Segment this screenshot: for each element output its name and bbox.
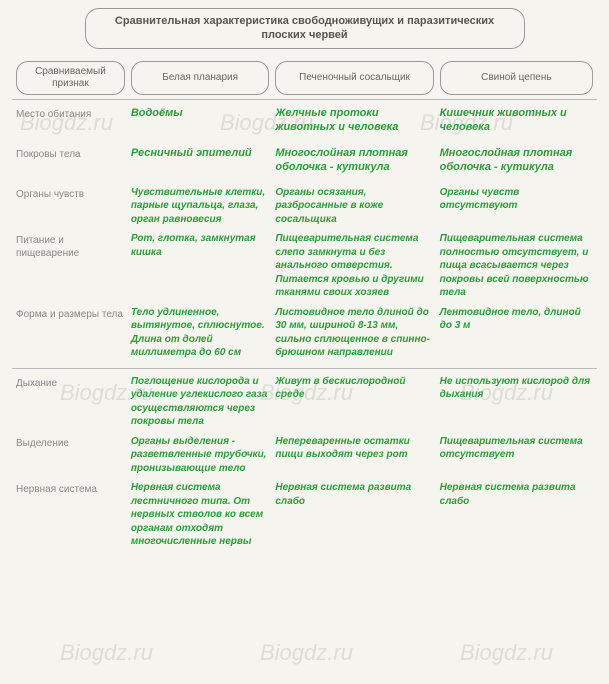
cell-c3: Пищеварительная система полностью отсутс…	[440, 230, 593, 300]
table-row: ДыханиеПоглощение кислорода и удаление у…	[12, 371, 597, 431]
cell-c2: Желчные протоки животных и человека	[275, 104, 433, 140]
cell-c1: Поглощение кислорода и удаление углекисл…	[131, 373, 270, 429]
row-label: Дыхание	[16, 373, 125, 429]
title-box: Сравнительная характеристика свободножив…	[85, 8, 525, 49]
row-label: Выделение	[16, 433, 125, 476]
cell-c2: Живут в бескислородной среде	[275, 373, 433, 429]
section-divider	[12, 368, 597, 369]
cell-c3: Органы чувств отсутствуют	[440, 184, 593, 227]
cell-c3: Кишечник животных и человека	[440, 104, 593, 140]
cell-c1: Водоёмы	[131, 104, 270, 140]
cell-c3: Нервная система развита слабо	[440, 479, 593, 549]
cell-c3: Многослойная плотная оболочка - кутикула	[440, 144, 593, 180]
header-label: Сравниваемый признак	[16, 61, 125, 95]
cell-c2: Многослойная плотная оболочка - кутикула	[275, 144, 433, 180]
table-row: Органы чувствЧувствительные клетки, парн…	[12, 182, 597, 229]
header-row: Сравниваемый признак Белая планария Пече…	[12, 61, 597, 95]
cell-c1: Рот, глотка, замкнутая кишка	[131, 230, 270, 300]
cell-c3: Не используют кислород для дыхания	[440, 373, 593, 429]
table-row: Нервная системаНервная система лестнично…	[12, 477, 597, 551]
cell-c1: Чувствительные клетки, парные щупальца, …	[131, 184, 270, 227]
cell-c2: Органы осязания, разбросанные в коже сос…	[275, 184, 433, 227]
row-label: Органы чувств	[16, 184, 125, 227]
cell-c3: Пищеварительная система отсутствует	[440, 433, 593, 476]
row-label: Форма и размеры тела	[16, 304, 125, 360]
watermark: Biogdz.ru	[460, 640, 553, 666]
row-label: Нервная система	[16, 479, 125, 549]
table-section-1: Место обитанияВодоёмыЖелчные протоки жив…	[12, 99, 597, 362]
header-col3: Свиной цепень	[440, 61, 593, 95]
header-col2: Печеночный сосальщик	[275, 61, 433, 95]
watermark: Biogdz.ru	[260, 640, 353, 666]
table-row: Покровы телаРесничный эпителийМногослойн…	[12, 142, 597, 182]
cell-c2: Листовидное тело длиной до 30 мм, ширино…	[275, 304, 433, 360]
table-section-2: ДыханиеПоглощение кислорода и удаление у…	[12, 371, 597, 551]
cell-c1: Нервная система лестничного типа. От нер…	[131, 479, 270, 549]
cell-c1: Ресничный эпителий	[131, 144, 270, 180]
title-text: Сравнительная характеристика свободножив…	[115, 15, 494, 41]
row-label: Питание и пищеварение	[16, 230, 125, 300]
cell-c2: Нервная система развита слабо	[275, 479, 433, 549]
cell-c1: Органы выделения - разветвленные трубочк…	[131, 433, 270, 476]
cell-c1: Тело удлиненное, вытянутое, сплюснутое. …	[131, 304, 270, 360]
header-col1: Белая планария	[131, 61, 270, 95]
watermark: Biogdz.ru	[60, 640, 153, 666]
cell-c3: Лентовидное тело, длиной до 3 м	[440, 304, 593, 360]
table-row: Место обитанияВодоёмыЖелчные протоки жив…	[12, 102, 597, 142]
cell-c2: Пищеварительная система слепо замкнута и…	[275, 230, 433, 300]
table-row: ВыделениеОрганы выделения - разветвленны…	[12, 431, 597, 478]
cell-c2: Непереваренные остатки пищи выходят чере…	[275, 433, 433, 476]
row-label: Место обитания	[16, 104, 125, 140]
row-label: Покровы тела	[16, 144, 125, 180]
table-row: Форма и размеры телаТело удлиненное, выт…	[12, 302, 597, 362]
table-row: Питание и пищеварениеРот, глотка, замкну…	[12, 228, 597, 302]
page-container: Сравнительная характеристика свободножив…	[0, 0, 609, 559]
